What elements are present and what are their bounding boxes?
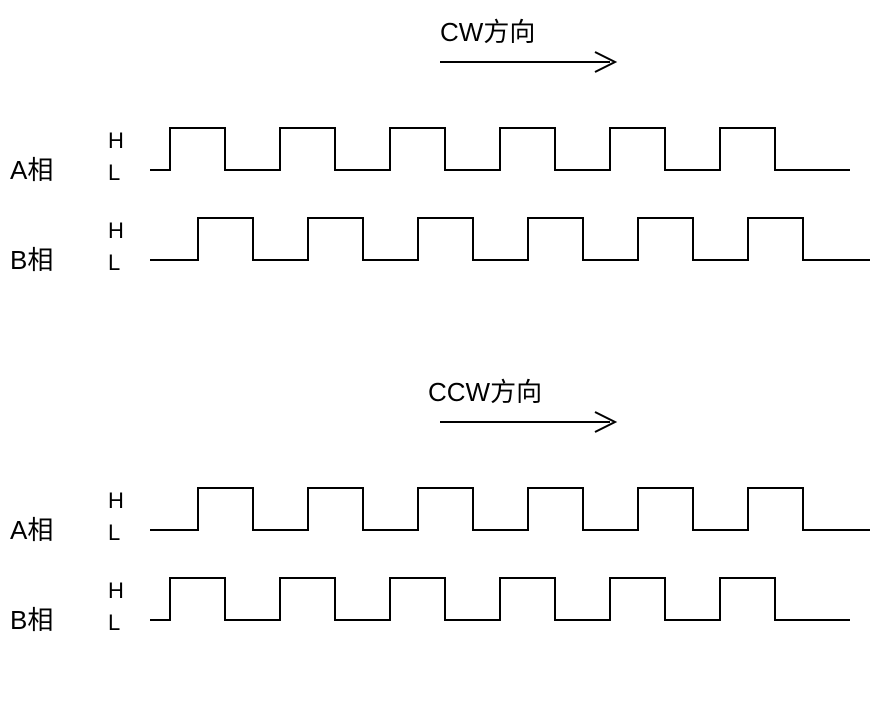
level-high-a-ccw: H — [108, 488, 124, 514]
level-high-b-ccw: H — [108, 578, 124, 604]
waveform-b-ccw — [150, 570, 870, 630]
channel-label-b-ccw: B相 — [10, 600, 53, 637]
arrow-cw — [440, 50, 640, 80]
waveform-a-ccw — [150, 480, 870, 540]
level-high-a-cw: H — [108, 128, 124, 154]
level-low-b-cw: L — [108, 250, 120, 276]
channel-label-b-cw: B相 — [10, 240, 53, 277]
waveform-a-cw — [150, 120, 870, 180]
direction-label-ccw: CCW方向 — [428, 372, 542, 409]
arrow-ccw — [440, 410, 640, 440]
level-low-b-ccw: L — [108, 610, 120, 636]
level-high-b-cw: H — [108, 218, 124, 244]
level-low-a-ccw: L — [108, 520, 120, 546]
direction-label-cw: CW方向 — [440, 12, 535, 49]
waveform-b-cw — [150, 210, 870, 270]
channel-label-a-cw: A相 — [10, 150, 53, 187]
channel-label-a-ccw: A相 — [10, 510, 53, 547]
level-low-a-cw: L — [108, 160, 120, 186]
